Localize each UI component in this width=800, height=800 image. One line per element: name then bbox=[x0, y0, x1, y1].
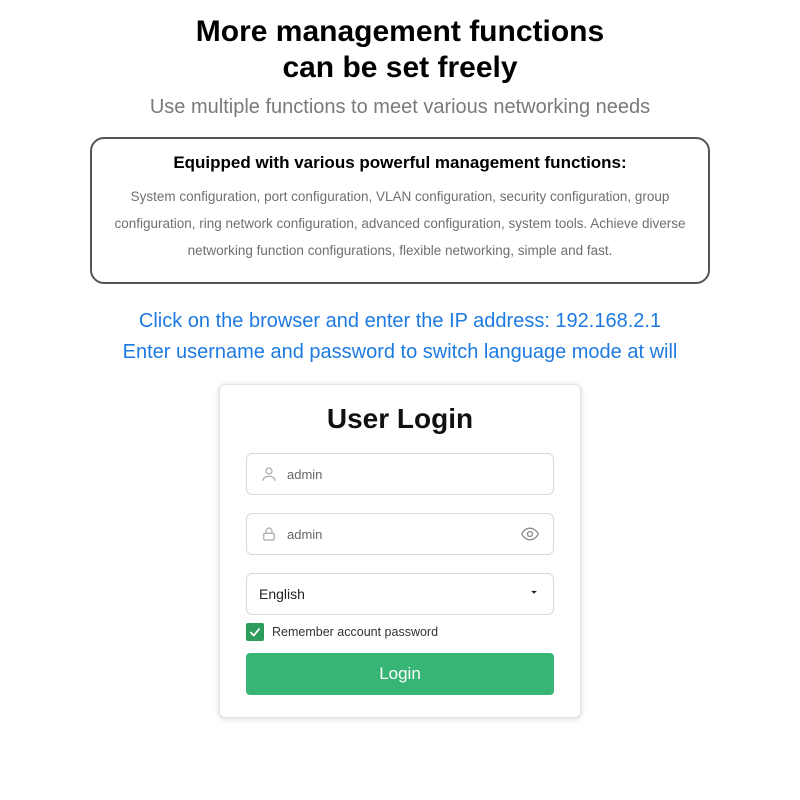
remember-label: Remember account password bbox=[272, 625, 438, 639]
password-input[interactable] bbox=[279, 527, 519, 542]
language-select-field[interactable]: English bbox=[246, 573, 554, 615]
user-icon bbox=[259, 464, 279, 484]
instruction-line-2: Enter username and password to switch la… bbox=[0, 341, 800, 364]
username-field[interactable] bbox=[246, 453, 554, 495]
remember-checkbox[interactable] bbox=[246, 623, 264, 641]
password-field[interactable] bbox=[246, 513, 554, 555]
login-card: User Login bbox=[219, 384, 581, 718]
lock-icon bbox=[259, 524, 279, 544]
instruction-line-1: Click on the browser and enter the IP ad… bbox=[0, 310, 800, 333]
feature-box-body: System configuration, port configuration… bbox=[112, 183, 688, 264]
username-input[interactable] bbox=[279, 467, 541, 482]
login-title: User Login bbox=[246, 403, 554, 435]
page-title-line2: can be set freely bbox=[0, 50, 800, 86]
page-title-line1: More management functions bbox=[0, 14, 800, 50]
feature-box-title: Equipped with various powerful managemen… bbox=[112, 153, 688, 173]
page-subtitle: Use multiple functions to meet various n… bbox=[0, 96, 800, 119]
feature-box: Equipped with various powerful managemen… bbox=[90, 137, 710, 284]
language-select[interactable]: English bbox=[259, 586, 541, 602]
eye-icon[interactable] bbox=[519, 523, 541, 545]
remember-row[interactable]: Remember account password bbox=[246, 623, 554, 641]
login-button[interactable]: Login bbox=[246, 653, 554, 695]
